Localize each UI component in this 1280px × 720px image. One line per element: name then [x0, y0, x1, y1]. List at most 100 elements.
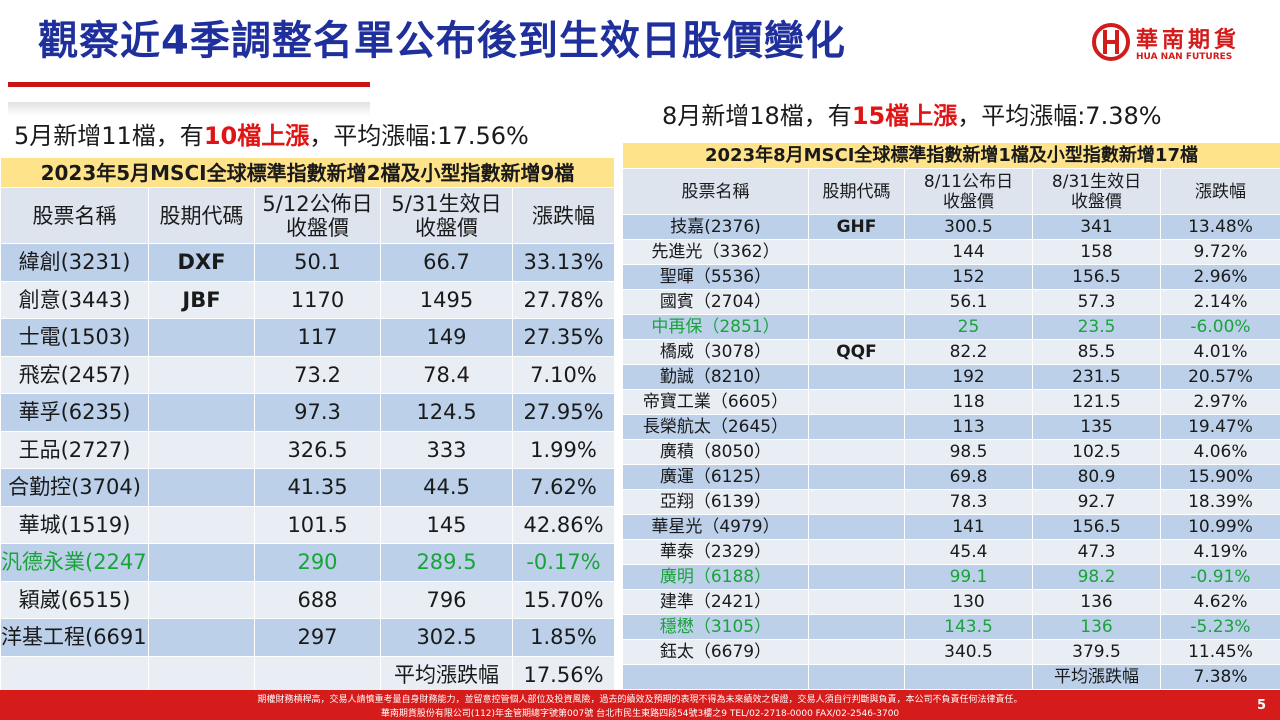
announce-price-cell: 118: [904, 389, 1033, 415]
effective-price-cell: 78.4: [380, 355, 513, 394]
futures-code-cell: JBF: [148, 280, 255, 319]
futures-code-cell: [808, 614, 905, 640]
table-row: 勤誠（8210） 192 231.5 20.57%: [622, 364, 1280, 390]
table-row: 士電(1503) 117 149 27.35%: [0, 318, 615, 357]
table-row: 廣明（6188） 99.1 98.2 -0.91%: [622, 564, 1280, 590]
change-cell: -0.17%: [512, 543, 615, 582]
header-stock-name: 股票名稱: [622, 168, 809, 215]
effective-price-cell: 23.5: [1032, 314, 1161, 340]
table-banner-row: 2023年5月MSCI全球標準指數新增2檔及小型指數新增9檔: [0, 157, 615, 188]
table-banner: 2023年5月MSCI全球標準指數新增2檔及小型指數新增9檔: [0, 157, 615, 188]
futures-code-cell: GHF: [808, 214, 905, 240]
announce-price-cell: 130: [904, 589, 1033, 615]
may-summary-post: ，平均漲幅:17.56%: [309, 122, 529, 150]
average-empty-cell: [148, 655, 255, 694]
stock-name-cell: 建準（2421）: [622, 589, 809, 615]
announce-price-cell: 144: [904, 239, 1033, 265]
table-row: 飛宏(2457) 73.2 78.4 7.10%: [0, 355, 615, 394]
announce-price-cell: 290: [254, 543, 381, 582]
futures-code-cell: [808, 389, 905, 415]
table-row: 先進光（3362） 144 158 9.72%: [622, 239, 1280, 265]
stock-name-cell: 先進光（3362）: [622, 239, 809, 265]
futures-code-cell: [808, 464, 905, 490]
logo-english-text: HUA NAN FUTURES: [1136, 52, 1233, 62]
change-cell: 10.99%: [1160, 514, 1280, 540]
effective-price-cell: 57.3: [1032, 289, 1161, 315]
effective-price-cell: 85.5: [1032, 339, 1161, 365]
effective-price-cell: 156.5: [1032, 264, 1161, 290]
table-row: 洋基工程(6691) 297 302.5 1.85%: [0, 618, 615, 657]
change-cell: 13.48%: [1160, 214, 1280, 240]
header-announce-price: 5/12公佈日 收盤價: [254, 187, 381, 244]
announce-price-cell: 113: [904, 414, 1033, 440]
table-row: 穎崴(6515) 688 796 15.70%: [0, 580, 615, 619]
aug-summary-pre: 8月新增18檔，有: [662, 102, 852, 130]
table-row: 華城(1519) 101.5 145 42.86%: [0, 505, 615, 544]
announce-price-cell: 50.1: [254, 243, 381, 282]
effective-price-cell: 341: [1032, 214, 1161, 240]
table-row: 汎德永業(2247) 290 289.5 -0.17%: [0, 543, 615, 582]
stock-name-cell: 長榮航太（2645）: [622, 414, 809, 440]
header-change-line: 漲跌幅: [1195, 181, 1246, 202]
stock-name-cell: 國賓（2704）: [622, 289, 809, 315]
futures-code-cell: [808, 314, 905, 340]
stock-name-cell: 華孚(6235): [0, 393, 149, 432]
change-cell: 27.35%: [512, 318, 615, 357]
announce-price-cell: 98.5: [904, 439, 1033, 465]
average-empty-cell: [808, 664, 905, 690]
futures-code-cell: [808, 289, 905, 315]
table-row: 中再保（2851） 25 23.5 -6.00%: [622, 314, 1280, 340]
change-cell: 19.47%: [1160, 414, 1280, 440]
header-change-line: 漲跌幅: [532, 203, 595, 228]
announce-price-cell: 141: [904, 514, 1033, 540]
change-cell: 42.86%: [512, 505, 615, 544]
change-cell: 1.99%: [512, 430, 615, 469]
table-header-row: 股票名稱 股期代碼 5/12公佈日 收盤價 5/31生效日 收盤價 漲跌幅: [0, 187, 615, 244]
header-stock-name: 股票名稱: [0, 187, 149, 244]
table-row: 聖暉（5536） 152 156.5 2.96%: [622, 264, 1280, 290]
may-summary-highlight: 10檔上漲: [203, 122, 310, 150]
table-row: 鈺太（6679） 340.5 379.5 11.45%: [622, 639, 1280, 665]
average-row: 平均漲跌幅 17.56%: [0, 655, 615, 694]
change-cell: 1.85%: [512, 618, 615, 657]
effective-price-cell: 231.5: [1032, 364, 1161, 390]
table-row: 技嘉(2376) GHF 300.5 341 13.48%: [622, 214, 1280, 240]
table-row: 華泰（2329） 45.4 47.3 4.19%: [622, 539, 1280, 565]
change-cell: 2.96%: [1160, 264, 1280, 290]
company-info: 華南期貨股份有限公司(112)年金管期總字號第007號 台北市民生東路四段54號…: [380, 709, 900, 719]
change-cell: 7.10%: [512, 355, 615, 394]
stock-name-cell: 勤誠（8210）: [622, 364, 809, 390]
stock-name-cell: 廣明（6188）: [622, 564, 809, 590]
effective-price-cell: 156.5: [1032, 514, 1161, 540]
stock-name-cell: 聖暉（5536）: [622, 264, 809, 290]
header-futures-code-line: 股期代碼: [159, 203, 244, 228]
average-empty-cell: [254, 655, 381, 694]
effective-price-cell: 158: [1032, 239, 1161, 265]
announce-price-cell: 101.5: [254, 505, 381, 544]
stock-name-cell: 技嘉(2376): [622, 214, 809, 240]
futures-code-cell: [148, 318, 255, 357]
change-cell: 4.62%: [1160, 589, 1280, 615]
change-cell: 18.39%: [1160, 489, 1280, 515]
announce-price-cell: 25: [904, 314, 1033, 340]
futures-code-cell: [808, 414, 905, 440]
effective-price-cell: 92.7: [1032, 489, 1161, 515]
effective-price-cell: 44.5: [380, 468, 513, 507]
announce-price-cell: 143.5: [904, 614, 1033, 640]
stock-name-cell: 王品(2727): [0, 430, 149, 469]
effective-price-cell: 80.9: [1032, 464, 1161, 490]
futures-code-cell: [148, 430, 255, 469]
announce-price-cell: 117: [254, 318, 381, 357]
futures-code-cell: QQF: [808, 339, 905, 365]
futures-code-cell: [808, 589, 905, 615]
header-futures-code-line: 股期代碼: [822, 181, 891, 202]
risk-disclaimer: 期權財務槓桿高，交易人請慎重考量自身財務能力，並留意控管個人部位及投資風險，過去…: [257, 695, 1023, 705]
header-effective-price: 5/31生效日 收盤價: [380, 187, 513, 244]
header-effective-price: 8/31生效日 收盤價: [1032, 168, 1161, 215]
average-empty-cell: [0, 655, 149, 694]
table-row: 創意(3443) JBF 1170 1495 27.78%: [0, 280, 615, 319]
page-number: 5: [1256, 698, 1266, 713]
table-row: 長榮航太（2645） 113 135 19.47%: [622, 414, 1280, 440]
stock-name-cell: 華城(1519): [0, 505, 149, 544]
header-futures-code: 股期代碼: [808, 168, 905, 215]
